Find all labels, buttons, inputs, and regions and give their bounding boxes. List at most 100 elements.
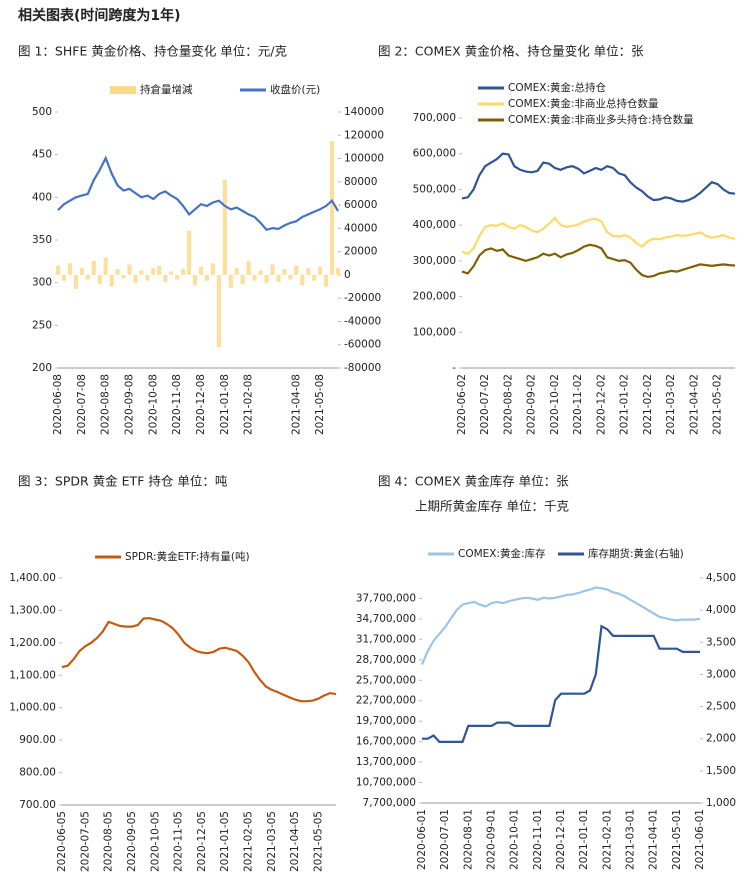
y-tick-label: 16,700,000 [356,736,416,748]
chart-title: 图 4：COMEX 黄金库存 单位：张 [378,474,569,489]
y-tick-label: 200,000 [413,291,456,303]
y2-tick-label: 1,500 [706,765,736,777]
legend-label: COMEX:黄金:总持仓 [508,81,607,94]
bar [109,274,114,287]
legend-swatch [110,86,136,94]
bar [91,260,96,275]
x-tick-label: 2020-08-05 [103,811,115,872]
bar [198,266,204,275]
bar [222,179,227,275]
y2-tick-label: 1,000 [706,797,736,809]
y2-tick-label: -20000 [344,292,381,304]
chart-subtitle: 上期所黄金库存 单位：千克 [415,499,569,514]
chart-title: 图 1：SHFE 黄金价格、持仓量变化 单位：元/克 [18,44,287,59]
bar [204,274,210,281]
y2-tick-label: 0 [344,269,351,281]
legend-label: 持倉量增減 [140,83,193,96]
y-tick-label: 28,700,000 [356,654,416,666]
y2-tick-label: 2,000 [706,733,736,745]
bar [175,274,180,280]
x-tick-label: 2020-06-08 [52,374,64,435]
bar [139,270,144,275]
bar [282,269,287,275]
line [422,624,700,743]
y-tick-label: 100,000 [413,326,456,338]
x-tick-label: 2021-01-05 [219,811,231,872]
x-tick-label: 2020-11-05 [173,811,185,872]
x-tick-label: 2020-08-08 [100,374,112,435]
x-tick-label: 2020-07-08 [76,374,88,435]
bar [97,274,102,285]
y2-tick-label: 4,000 [706,604,736,616]
bar [163,274,168,282]
x-tick-label: 2020-07-05 [79,811,91,872]
bar [216,274,221,348]
y-tick-label: 37,700,000 [356,592,416,604]
x-tick-label: 2020-11-02 [572,374,584,435]
y-tick-label: 22,700,000 [356,695,416,707]
x-tick-label: 2020-12-01 [555,809,567,870]
y-tick-label: - [452,362,456,374]
bar [169,271,174,275]
x-tick-label: 2021-02-08 [243,374,255,435]
x-tick-label: 2020-07-02 [479,374,491,435]
y-tick-label: 1,200.00 [9,637,56,649]
legend-label: COMEX:黄金:非商业总持仓数量 [508,97,659,110]
bar [186,230,192,275]
line [461,243,736,279]
y2-tick-label: 80000 [344,176,377,188]
chart-title: 图 3：SPDR 黄金 ETF 持仓 单位：吨 [18,474,228,489]
y-tick-label: 350 [32,234,52,246]
bar [127,264,132,275]
y2-tick-label: 20000 [344,246,377,258]
x-tick-label: 2021-01-02 [619,374,631,435]
x-tick-label: 2021-05-02 [712,374,724,435]
x-tick-label: 2021-01-08 [219,374,231,435]
bar [264,274,269,284]
x-tick-label: 2020-06-01 [416,809,428,870]
bar [318,266,323,275]
line [61,617,337,703]
y-tick-label: 1,100.00 [9,669,56,681]
y-tick-label: 400 [32,191,52,203]
y-tick-label: 600,000 [413,148,456,160]
y-tick-label: 450 [32,149,52,161]
y2-tick-label: 120000 [344,129,384,141]
bar [228,274,233,288]
y-tick-label: 500,000 [413,183,456,195]
bar [79,267,84,275]
y2-tick-label: 3,500 [706,636,736,648]
x-tick-label: 2021-05-08 [314,374,326,435]
x-tick-label: 2021-03-02 [665,374,677,435]
line [420,586,701,666]
x-tick-label: 2021-04-02 [688,374,700,435]
y-tick-label: 31,700,000 [356,633,416,645]
x-tick-label: 2021-02-05 [243,811,255,872]
y-tick-label: 200 [32,362,52,374]
bar [288,274,293,280]
bar [151,267,156,275]
legend-label: COMEX:黄金:非商业多头持仓:持仓数量 [508,113,694,126]
bar [240,274,245,285]
bar [103,257,108,275]
bar [276,274,281,282]
x-tick-label: 2021-04-05 [289,811,301,872]
x-tick-label: 2020-12-02 [595,374,607,435]
bar [270,264,275,275]
bar [306,267,311,275]
page-title: 相关图表(时间跨度为1年) [18,7,181,24]
x-tick-label: 2020-10-05 [149,811,161,872]
bar [294,265,299,275]
y2-tick-label: 4,500 [706,572,736,584]
legend-label: 库存期货:黄金(右轴) [588,547,684,560]
x-tick-label: 2020-10-01 [509,809,521,870]
y-tick-label: 400,000 [413,219,456,231]
y-tick-label: 300 [32,277,52,289]
bar [324,274,329,287]
y-tick-label: 300,000 [413,255,456,267]
bar [312,274,317,281]
y2-tick-label: 40000 [344,222,377,234]
x-tick-label: 2020-06-05 [56,811,68,872]
x-tick-label: 2020-12-08 [195,374,207,435]
